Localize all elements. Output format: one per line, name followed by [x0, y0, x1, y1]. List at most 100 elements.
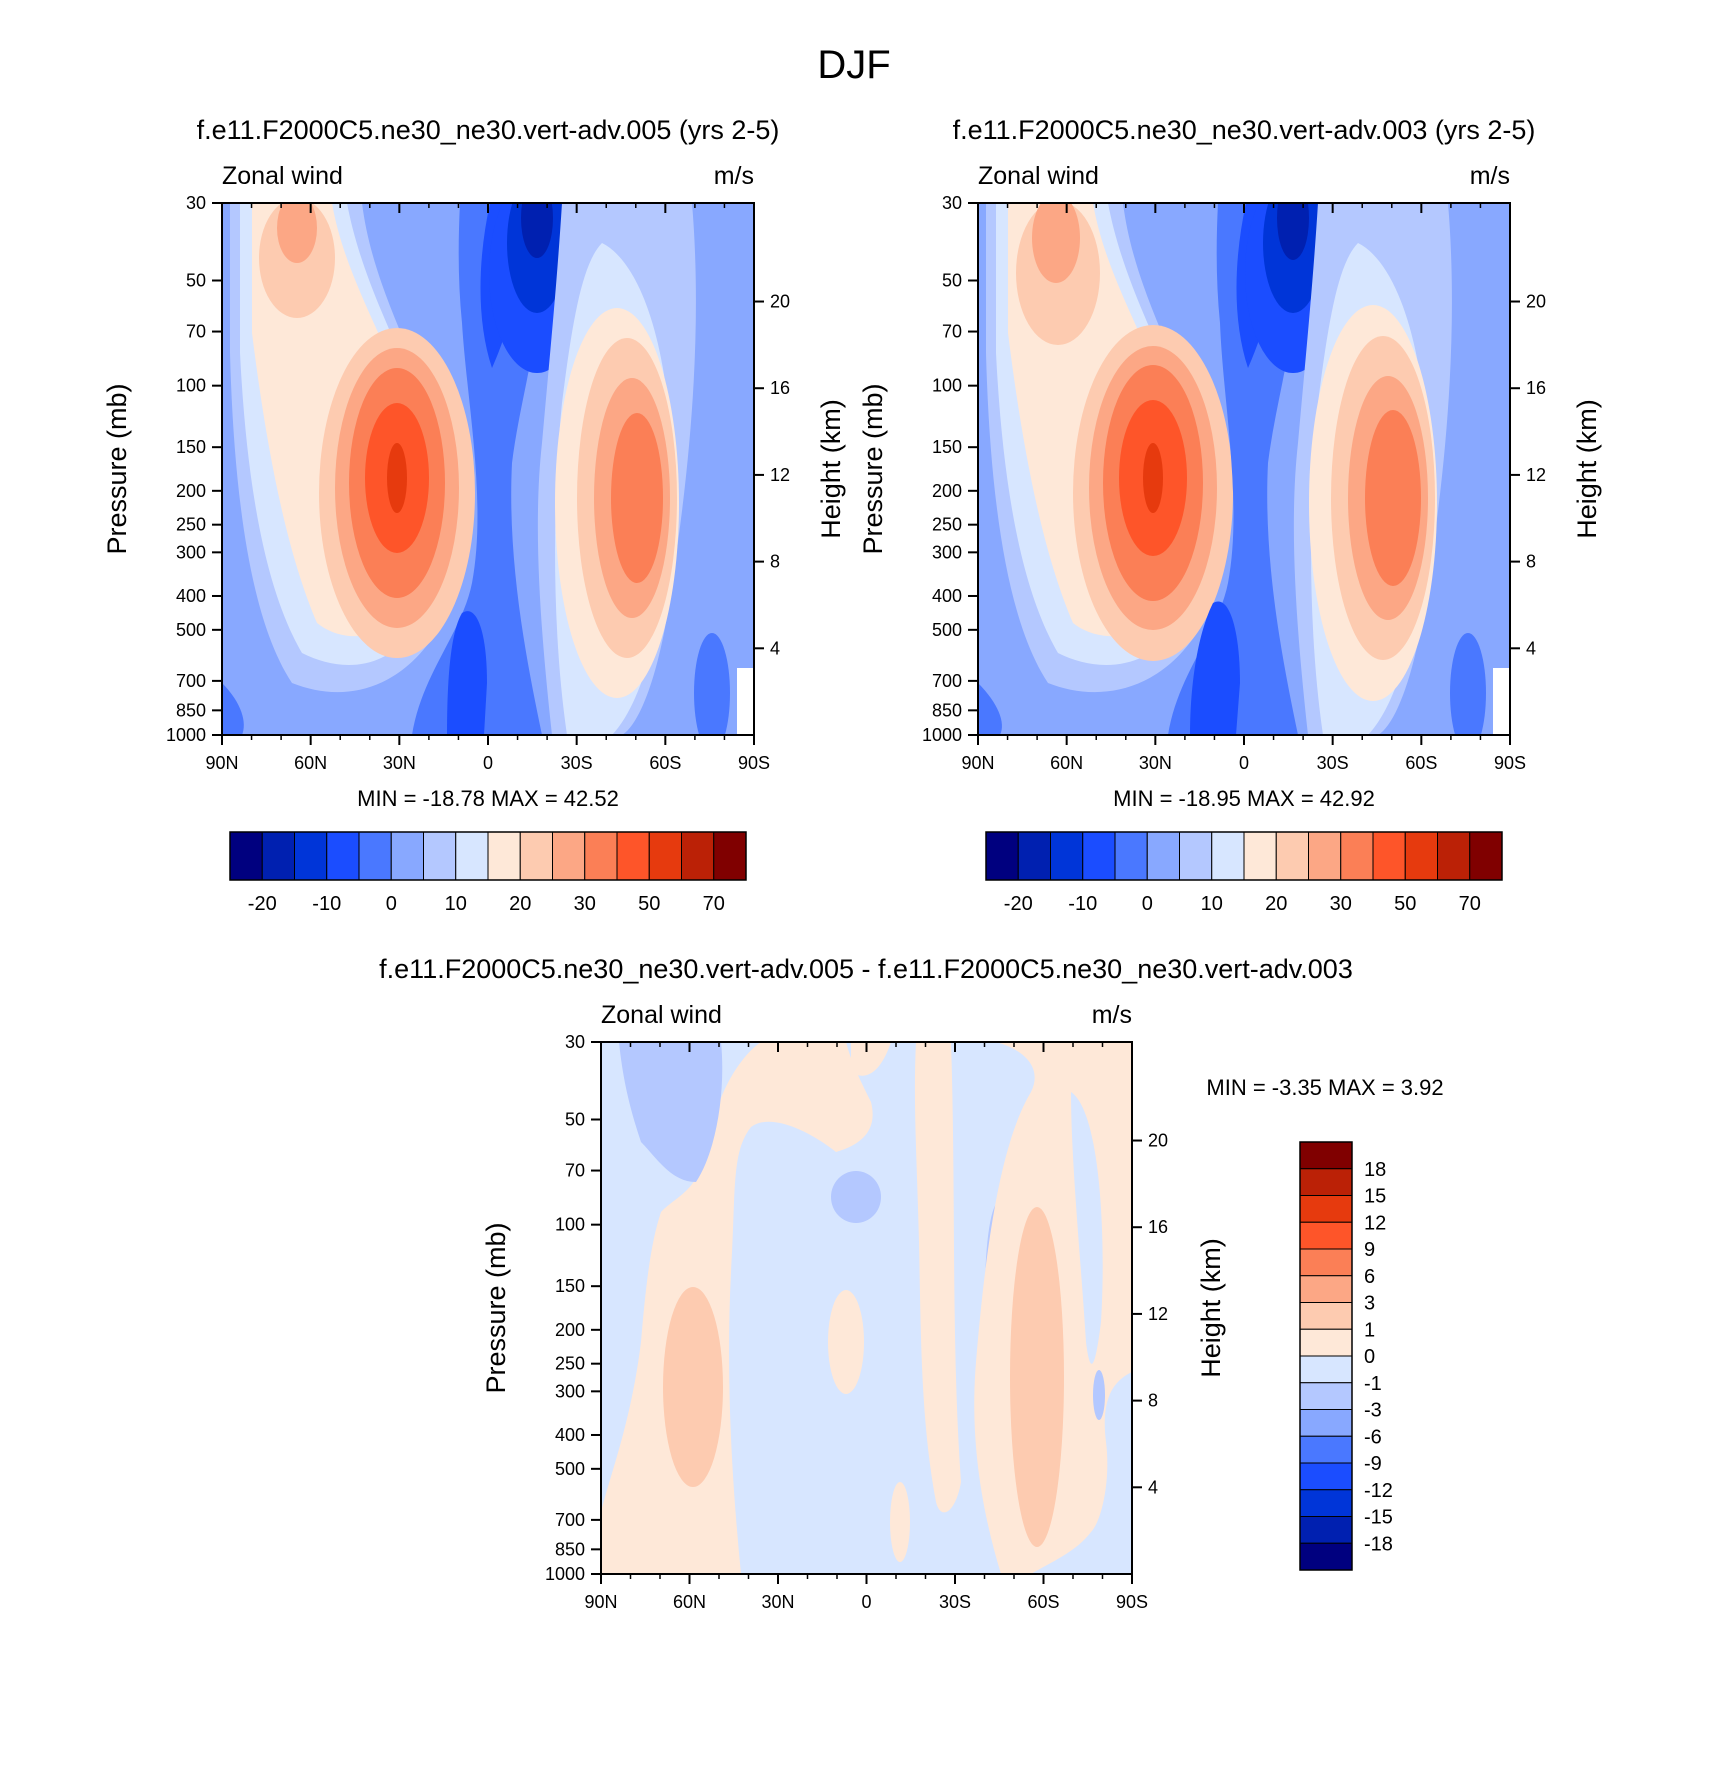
colorbar-swatch	[1299, 1489, 1353, 1517]
colorbar-swatch	[1299, 1328, 1353, 1357]
colorbar-swatch	[455, 831, 489, 881]
colorbar-swatch	[1299, 1462, 1353, 1491]
colorbar-swatch	[648, 831, 682, 881]
y-tick-label: 50	[186, 271, 206, 291]
panel-3-title: f.e11.F2000C5.ne30_ne30.vert-adv.005 - f…	[379, 954, 1353, 984]
y-tick-label: 70	[565, 1161, 585, 1181]
panel-2-y-axis-title: Pressure (mb)	[858, 383, 888, 554]
colorbar-label: 0	[386, 893, 397, 915]
panel-2-units-label: m/s	[1470, 162, 1510, 190]
colorbar-swatch	[1299, 1275, 1353, 1303]
colorbar-label: 0	[1364, 1346, 1375, 1368]
colorbar-swatch	[616, 831, 650, 881]
contour-band	[447, 611, 487, 735]
y-tick-label: 850	[176, 700, 206, 720]
y-tick-label: 850	[932, 700, 962, 720]
panel-2-axes: 90N 60N 30N 0 30S 60S 90S 30 50 70 100 150 200 250 300…	[922, 193, 1546, 773]
panel-3-colorbar: 18 15 12 9 6 3 1 0 -1 -3 -6 -9 -12 -15 -18	[1299, 1141, 1393, 1571]
x-tick-label: 60S	[649, 753, 681, 773]
colorbar-swatch	[1275, 831, 1309, 881]
panel-1: f.e11.F2000C5.ne30_ne30.vert-adv.005 (yr…	[102, 115, 846, 915]
colorbar-swatch	[487, 831, 521, 881]
colorbar-frame	[229, 831, 747, 881]
colorbar-swatch	[1299, 1221, 1353, 1250]
colorbar-label: -9	[1364, 1453, 1382, 1475]
colorbar-swatch	[358, 831, 392, 881]
colorbar-swatch	[985, 831, 1019, 881]
y-tick-label: 200	[932, 481, 962, 501]
x-tick-label: 90N	[205, 753, 238, 773]
y-tick-label: 30	[186, 193, 206, 213]
colorbar-swatch	[1299, 1516, 1353, 1544]
colorbar-swatch	[1299, 1409, 1353, 1437]
x-tick-label: 90N	[961, 753, 994, 773]
y-tick-label: 400	[176, 586, 206, 606]
y-tick-label: 30	[942, 193, 962, 213]
x-tick-label: 60N	[294, 753, 327, 773]
panel-3-y-axis-title: Pressure (mb)	[481, 1222, 511, 1393]
contour-cell	[828, 1290, 864, 1394]
colorbar-label: -18	[1364, 1533, 1393, 1555]
y2-tick-label: 12	[1526, 465, 1546, 485]
colorbar-swatch	[423, 831, 457, 881]
colorbar-frame	[1299, 1141, 1353, 1571]
x-tick-label: 30S	[1317, 753, 1349, 773]
panel-1-title: f.e11.F2000C5.ne30_ne30.vert-adv.005 (yr…	[197, 115, 780, 145]
colorbar-label: -1	[1364, 1373, 1382, 1395]
colorbar-swatch	[1299, 1141, 1353, 1170]
x-tick-label: 60S	[1027, 1592, 1059, 1612]
y2-tick-label: 16	[1148, 1217, 1168, 1237]
colorbar-swatch	[681, 831, 715, 881]
y-tick-label: 700	[176, 671, 206, 691]
contour-band	[1081, 1532, 1132, 1574]
x-tick-label: 90S	[1494, 753, 1526, 773]
colorbar-label: -12	[1364, 1480, 1393, 1502]
missing-data	[737, 668, 754, 735]
colorbar-swatch	[1017, 831, 1051, 881]
y2-tick-label: 20	[1148, 1131, 1168, 1151]
contour-cell	[663, 1287, 723, 1487]
panel-2-title: f.e11.F2000C5.ne30_ne30.vert-adv.003 (yr…	[953, 115, 1536, 145]
y-tick-label: 1000	[922, 725, 962, 745]
contour-cell	[831, 1171, 881, 1223]
colorbar-swatch	[1179, 831, 1213, 881]
colorbar-swatch	[1082, 831, 1116, 881]
contour-band	[978, 683, 1002, 735]
y2-tick-label: 16	[1526, 378, 1546, 398]
colorbar-swatch	[1243, 831, 1277, 881]
colorbar-frame	[985, 831, 1503, 881]
y-tick-label: 150	[555, 1276, 585, 1296]
y-tick-label: 250	[932, 515, 962, 535]
figure-title: DJF	[817, 43, 890, 87]
y2-tick-label: 4	[1526, 638, 1536, 658]
colorbar-label: 30	[574, 893, 596, 915]
y-tick-label: 50	[942, 271, 962, 291]
colorbar-swatch	[1340, 831, 1374, 881]
x-tick-label: 30N	[761, 1592, 794, 1612]
y2-tick-label: 20	[770, 292, 790, 312]
x-tick-label: 0	[861, 1592, 871, 1612]
contour-cell	[277, 203, 317, 263]
x-tick-label: 90S	[738, 753, 770, 773]
panel-3-minmax: MIN = -3.35 MAX = 3.92	[1206, 1075, 1443, 1100]
colorbar-label: -15	[1364, 1507, 1393, 1529]
contour-cell	[1143, 443, 1163, 513]
panel-2-colorbar: -20 -10 0 10 20 30 50 70	[985, 831, 1503, 915]
colorbar-label: 9	[1364, 1239, 1375, 1261]
y-tick-label: 100	[932, 376, 962, 396]
colorbar-swatch	[229, 831, 263, 881]
panel-1-axes: 90N 60N 30N 0 30S 60S 90S 30 50 70 100 150 200 250 300…	[166, 193, 790, 773]
colorbar-swatch	[1114, 831, 1148, 881]
colorbar-swatch	[1050, 831, 1084, 881]
contour-cell	[1450, 633, 1486, 735]
panel-2-minmax: MIN = -18.95 MAX = 42.92	[1113, 786, 1375, 811]
colorbar-label: 30	[1330, 893, 1352, 915]
y-tick-label: 200	[555, 1320, 585, 1340]
y-tick-label: 1000	[166, 725, 206, 745]
y2-tick-label: 4	[1148, 1477, 1158, 1497]
colorbar-label: 50	[1394, 893, 1416, 915]
colorbar-swatch	[294, 831, 328, 881]
y2-tick-label: 12	[1148, 1304, 1168, 1324]
colorbar-swatch	[1372, 831, 1406, 881]
y-tick-label: 150	[176, 437, 206, 457]
